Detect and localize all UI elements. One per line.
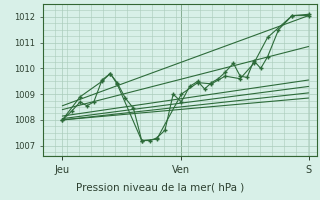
Text: Pression niveau de la mer( hPa ): Pression niveau de la mer( hPa ) — [76, 182, 244, 192]
